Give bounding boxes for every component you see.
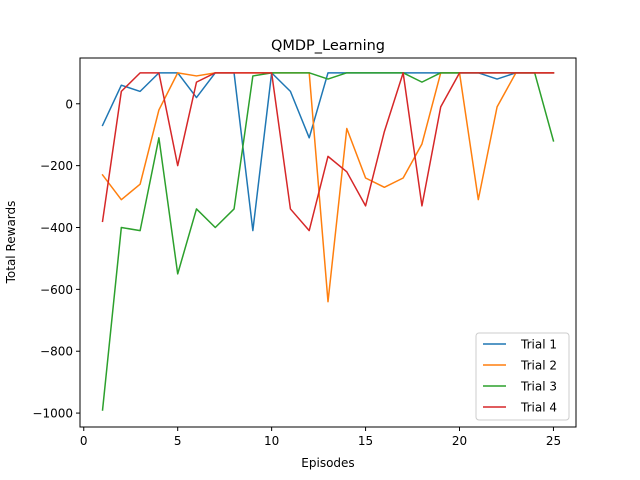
series-line-trial-2 (101, 72, 555, 303)
legend-label-trial-2: Trial 2 (520, 359, 557, 373)
x-tick-label: 15 (358, 434, 373, 448)
legend-label-trial-4: Trial 4 (520, 401, 557, 415)
series-line-trial-4 (101, 72, 555, 232)
y-axis-label: Total Rewards (4, 201, 18, 285)
y-tick-label: −400 (40, 221, 73, 235)
axes-frame (79, 57, 577, 428)
legend-label-trial-1: Trial 1 (520, 338, 557, 352)
y-tick-label: −1000 (32, 407, 73, 421)
y-tick-label: −600 (40, 283, 73, 297)
legend: Trial 1 Trial 2 Trial 3 Trial 4 (475, 332, 570, 421)
plot-area (79, 57, 577, 428)
x-tick-label: 25 (546, 434, 561, 448)
y-tick-label: −200 (40, 159, 73, 173)
legend-label-trial-3: Trial 3 (520, 380, 557, 394)
x-tick-label: 0 (80, 434, 88, 448)
x-axis-label: Episodes (301, 456, 354, 470)
y-axis: −1000 −800 −600 −400 −200 0 (32, 97, 80, 421)
y-tick-label: −800 (40, 345, 73, 359)
x-tick-label: 20 (452, 434, 467, 448)
chart-title: QMDP_Learning (271, 38, 385, 54)
x-tick-label: 5 (174, 434, 182, 448)
x-axis: 0 5 10 15 20 25 (80, 427, 561, 448)
series-layer (101, 72, 555, 411)
legend-box (475, 332, 570, 421)
y-tick-label: 0 (65, 97, 73, 111)
x-tick-label: 10 (264, 434, 279, 448)
